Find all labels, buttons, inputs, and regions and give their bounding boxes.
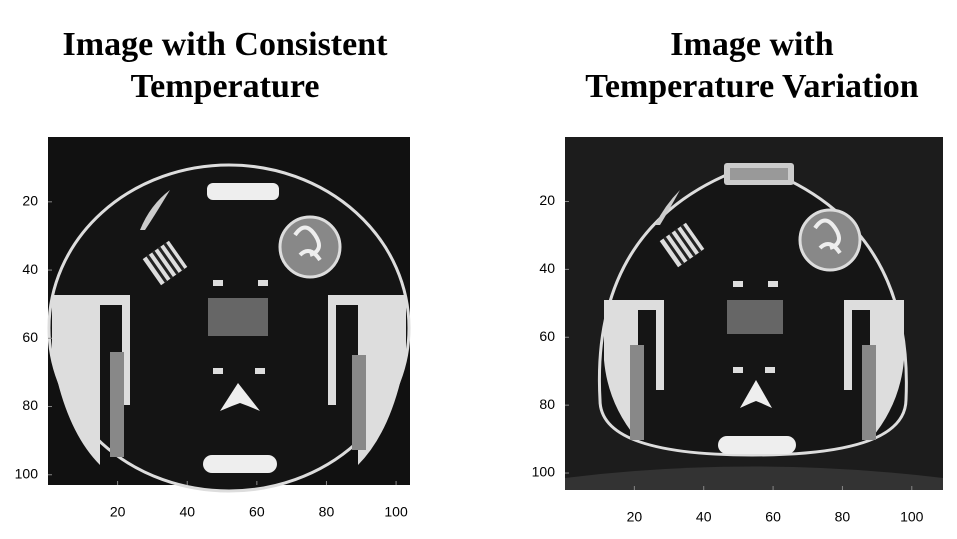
y-tick-label: 20 bbox=[539, 192, 555, 208]
y-tick-label: 80 bbox=[539, 396, 555, 412]
x-tick-label: 20 bbox=[110, 504, 126, 520]
x-tick-label: 40 bbox=[179, 504, 195, 520]
y-tick-label: 20 bbox=[22, 193, 38, 209]
phantom-image bbox=[48, 137, 410, 491]
x-tick-label: 60 bbox=[249, 504, 265, 520]
figure: Image with Consistent Temperature 20 40 60 80… bbox=[0, 0, 957, 539]
y-tick-label: 100 bbox=[532, 464, 556, 480]
panel-title: Temperature bbox=[131, 68, 320, 105]
y-tick-label: 100 bbox=[15, 465, 39, 481]
y-tick-label: 40 bbox=[539, 260, 555, 276]
x-tick-label: 60 bbox=[765, 509, 781, 525]
x-tick-label: 40 bbox=[696, 509, 712, 525]
x-tick-label: 80 bbox=[319, 504, 335, 520]
panel-title: Image with Consistent bbox=[63, 26, 389, 63]
x-tick-label: 100 bbox=[900, 509, 924, 525]
panel-title: Image with bbox=[670, 26, 833, 63]
x-tick-label: 100 bbox=[384, 504, 408, 520]
x-tick-label: 20 bbox=[627, 509, 643, 525]
panel-title: Temperature Variation bbox=[585, 68, 918, 105]
phantom-image bbox=[565, 137, 943, 490]
y-tick-label: 40 bbox=[22, 261, 38, 277]
x-tick-label: 80 bbox=[835, 509, 851, 525]
y-tick-label: 80 bbox=[22, 397, 38, 413]
y-tick-label: 60 bbox=[539, 328, 555, 344]
y-tick-label: 60 bbox=[22, 329, 38, 345]
